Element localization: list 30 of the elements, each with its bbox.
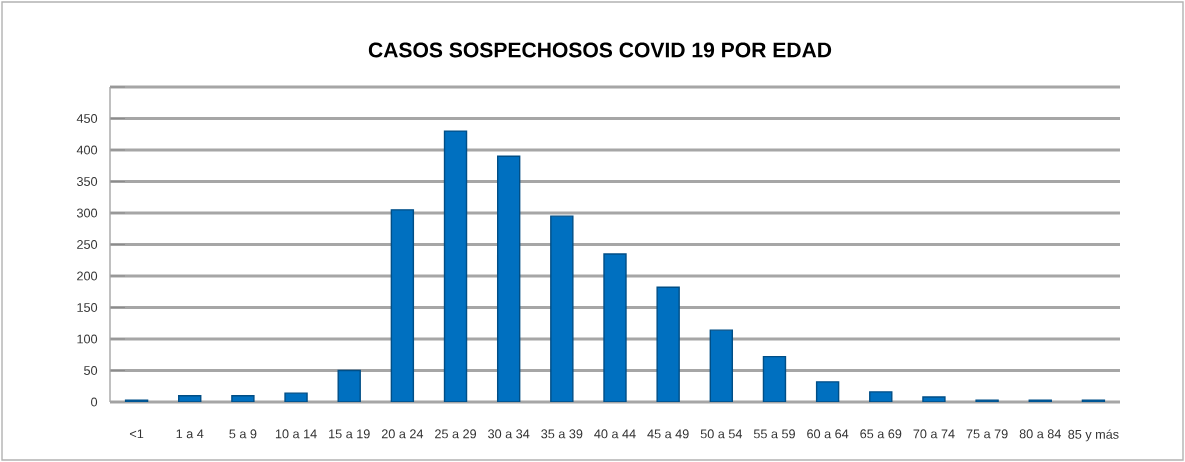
x-tick-label: 45 a 49 bbox=[647, 429, 689, 439]
x-tick-label: 35 a 39 bbox=[541, 429, 583, 439]
y-tick-label: 300 bbox=[76, 208, 98, 218]
x-tick-label: 65 a 69 bbox=[860, 429, 902, 439]
x-tick-label: 5 a 9 bbox=[229, 429, 257, 439]
x-tick-label: 10 a 14 bbox=[275, 429, 317, 439]
x-tick-label: 60 a 64 bbox=[807, 429, 849, 439]
y-tick-label: 50 bbox=[84, 365, 98, 375]
x-tick-label: 1 a 4 bbox=[176, 429, 204, 439]
y-tick-label: 350 bbox=[76, 176, 98, 186]
y-tick-label: 100 bbox=[77, 334, 98, 344]
x-tick-label: <1 bbox=[129, 429, 144, 439]
y-tick-label: 150 bbox=[77, 302, 98, 312]
x-tick-label: 50 a 54 bbox=[700, 429, 743, 439]
x-tick-label: 85 y más bbox=[1068, 429, 1119, 442]
y-tick-label: 450 bbox=[76, 113, 98, 123]
x-tick-label: 75 a 79 bbox=[966, 429, 1008, 439]
x-tick-label: 20 a 24 bbox=[381, 429, 424, 439]
y-tick-label: 200 bbox=[77, 271, 98, 281]
y-tick-label: 250 bbox=[77, 239, 98, 249]
y-tick-label: 0 bbox=[91, 397, 98, 407]
chart-title: CASOS SOSPECHOSOS COVID 19 POR EDAD bbox=[368, 42, 832, 58]
x-tick-label: 25 a 29 bbox=[435, 429, 477, 439]
x-tick-label: 40 a 44 bbox=[594, 429, 636, 439]
y-tick-label: 400 bbox=[76, 145, 98, 155]
x-tick-label: 15 a 19 bbox=[329, 429, 370, 439]
x-tick-label: 80 a 84 bbox=[1019, 429, 1061, 439]
x-tick-label: 70 a 74 bbox=[913, 429, 955, 439]
x-tick-label: 30 a 34 bbox=[488, 429, 530, 439]
x-tick-label: 55 a 59 bbox=[753, 429, 795, 439]
